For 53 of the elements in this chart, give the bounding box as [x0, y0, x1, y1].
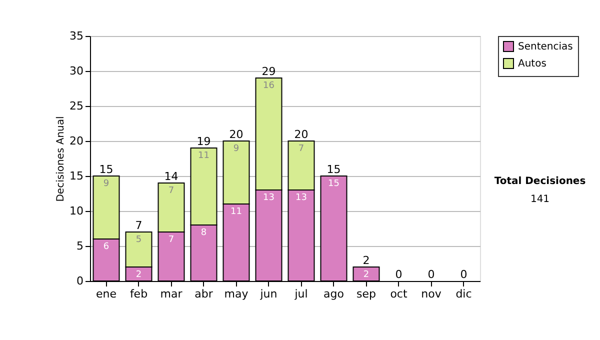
total-label: 2: [362, 254, 370, 267]
y-tick-label: 10: [70, 204, 84, 218]
y-tick-label: 35: [70, 30, 84, 42]
data-label: 15: [328, 179, 340, 189]
text: Total Decisiones: [494, 176, 586, 187]
data-label: 8: [200, 228, 207, 238]
total-label: 29: [262, 65, 276, 78]
data-label: 13: [263, 193, 274, 203]
x-tick-label: jun: [259, 288, 278, 300]
data-label: 11: [230, 207, 242, 217]
y-axis-title: Decisiones Anual: [56, 116, 67, 202]
x-tick-label: oct: [390, 288, 408, 300]
x-tick-label: ago: [324, 288, 344, 300]
total-label: 14: [164, 170, 178, 183]
total-label: 0: [395, 268, 402, 281]
data-label: 2: [136, 270, 142, 280]
y-tick-label: 25: [70, 100, 84, 112]
data-label: 5: [136, 235, 142, 245]
data-label: 7: [168, 186, 174, 196]
x-tick-label: sep: [356, 288, 376, 300]
y-tick-label: 5: [76, 240, 84, 252]
x-tick-label: dic: [456, 288, 472, 300]
legend-label: Sentencias: [518, 42, 573, 52]
data-label: 2: [363, 270, 370, 280]
data-label: 6: [103, 242, 110, 252]
x-tick-label: may: [224, 288, 249, 300]
total-label: 20: [229, 128, 244, 141]
text: 141: [530, 194, 550, 205]
total-label: 15: [99, 163, 114, 176]
data-label: 7: [168, 235, 174, 245]
data-label: 7: [298, 144, 304, 154]
total-label: 15: [326, 163, 341, 176]
total-label: 0: [460, 268, 468, 281]
y-tick-label: 15: [70, 170, 84, 182]
x-tick-label: nov: [421, 288, 442, 300]
total-label: 20: [294, 128, 308, 141]
data-label: 9: [103, 179, 110, 189]
legend-label: Autos: [518, 58, 546, 70]
data-label: 16: [263, 81, 275, 91]
y-tick-label: 30: [70, 64, 84, 78]
y-tick-label: 0: [76, 274, 84, 288]
x-tick-label: ene: [96, 288, 117, 300]
total-label: 19: [196, 135, 211, 148]
x-tick-label: feb: [130, 288, 148, 300]
x-tick-label: abr: [194, 288, 214, 300]
x-tick-label: mar: [160, 288, 183, 300]
total-label: 7: [135, 219, 142, 232]
total-label: 0: [428, 268, 435, 281]
data-label: 9: [233, 144, 240, 154]
data-label: 13: [296, 193, 307, 203]
data-label: 11: [198, 151, 210, 161]
x-tick-label: jul: [294, 288, 308, 300]
y-tick-label: 20: [70, 134, 84, 148]
